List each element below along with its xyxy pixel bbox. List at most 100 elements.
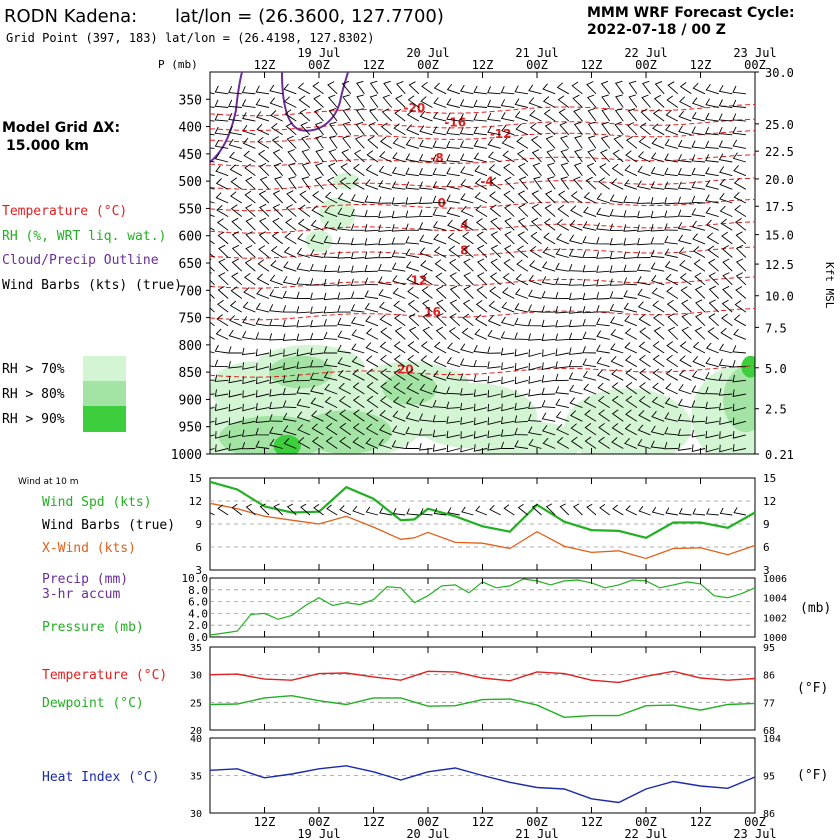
wind-barb	[255, 302, 270, 313]
wind-barb	[380, 122, 392, 136]
wind-barb	[531, 190, 542, 204]
wind-barb	[391, 181, 406, 190]
wind-barb	[352, 423, 365, 436]
wind-barb	[573, 503, 583, 516]
wind-barb	[296, 386, 310, 395]
y-axis-label-right: (mb)	[800, 601, 831, 616]
wind-barb	[719, 166, 733, 177]
wind-barb	[241, 86, 256, 95]
wind-barb	[732, 417, 747, 426]
wind-barb	[528, 349, 542, 358]
wind-barb	[314, 176, 324, 190]
hour-tick-label-bottom: 00Z	[308, 815, 330, 829]
wind-barb	[228, 329, 242, 340]
temperature-contour-line	[210, 276, 755, 289]
wind-barb	[623, 264, 637, 272]
y-axis-label-right: (°F)	[797, 768, 828, 783]
wind-barb	[677, 428, 692, 436]
wind-barb	[241, 330, 256, 340]
wind-barb	[528, 389, 542, 397]
wind-barb	[217, 286, 229, 299]
wind-barb	[296, 333, 310, 341]
wind-barb	[459, 153, 474, 163]
wind-barb	[568, 332, 583, 340]
wind-barb	[719, 417, 733, 425]
wind-barb	[614, 108, 624, 122]
wind-barb	[446, 112, 460, 122]
wind-barb	[487, 125, 501, 136]
wind-barb	[228, 443, 242, 451]
wind-barb	[596, 357, 610, 368]
wind-barb	[555, 306, 569, 314]
wind-barb	[297, 82, 311, 95]
wind-barb	[638, 136, 651, 149]
wind-barb	[341, 80, 352, 95]
hour-tick-label-bottom: 00Z	[526, 815, 548, 829]
temperature-contour-line	[210, 365, 755, 378]
wind-barb	[391, 166, 406, 177]
wind-barb	[337, 305, 351, 313]
wind-barb	[310, 347, 324, 356]
wind-barb	[258, 245, 270, 258]
series-line	[209, 578, 756, 636]
wind-barb	[666, 354, 679, 368]
wind-barb	[652, 123, 665, 136]
wind-barb	[447, 342, 460, 354]
wind-barb	[296, 247, 311, 258]
wind-barb	[586, 94, 597, 108]
wind-barb	[210, 258, 215, 272]
wind-barb	[542, 96, 556, 108]
wind-barb	[487, 361, 501, 369]
y-tick-label: 15	[189, 472, 202, 485]
wind-barb	[614, 121, 624, 136]
wind-barb	[705, 206, 719, 218]
wind-barb	[284, 232, 297, 245]
wind-barb	[691, 385, 706, 395]
wind-barb	[596, 207, 610, 218]
wind-barb	[667, 326, 679, 340]
wind-barb	[214, 374, 229, 382]
wind-barb	[339, 177, 352, 190]
wind-barb	[531, 203, 542, 217]
wind-barb	[514, 85, 528, 95]
wind-barb	[559, 121, 570, 136]
wind-barb	[596, 317, 610, 327]
wind-barb	[228, 403, 242, 412]
wind-barb	[515, 273, 529, 286]
wind-barb	[624, 164, 638, 177]
wind-barb	[256, 376, 270, 385]
wind-barb	[228, 151, 242, 163]
wind-barb	[529, 245, 542, 258]
wind-barb	[501, 362, 515, 370]
wind-barb	[352, 437, 365, 449]
wind-barb	[541, 412, 556, 422]
wind-barb	[406, 273, 420, 286]
wind-barb	[582, 370, 597, 381]
day-label-bottom: 21 Jul	[515, 827, 558, 840]
wind-barb	[210, 351, 215, 354]
wind-barb	[487, 86, 501, 95]
wind-barb	[315, 148, 324, 163]
wind-barb	[650, 262, 665, 272]
wind-barb	[463, 272, 474, 286]
height-tick-label: 30.0	[765, 66, 794, 80]
wind-barb	[542, 425, 556, 436]
wind-barb	[610, 178, 624, 190]
wind-barb	[215, 165, 229, 177]
wind-barb	[638, 341, 651, 354]
wind-barb	[667, 313, 679, 327]
wind-barb	[527, 426, 542, 436]
wind-barb	[500, 441, 515, 449]
wind-barb	[626, 136, 638, 149]
wind-barb	[393, 341, 406, 354]
wind-barb	[350, 237, 365, 246]
wind-barb	[342, 135, 352, 149]
wind-barb	[638, 354, 651, 368]
wind-barb	[500, 429, 515, 437]
wind-barb	[637, 276, 651, 286]
wind-barb	[241, 441, 256, 450]
wind-barb	[296, 291, 310, 300]
wind-barb	[473, 359, 488, 368]
wind-barb	[654, 80, 665, 95]
wind-barb	[573, 176, 583, 190]
